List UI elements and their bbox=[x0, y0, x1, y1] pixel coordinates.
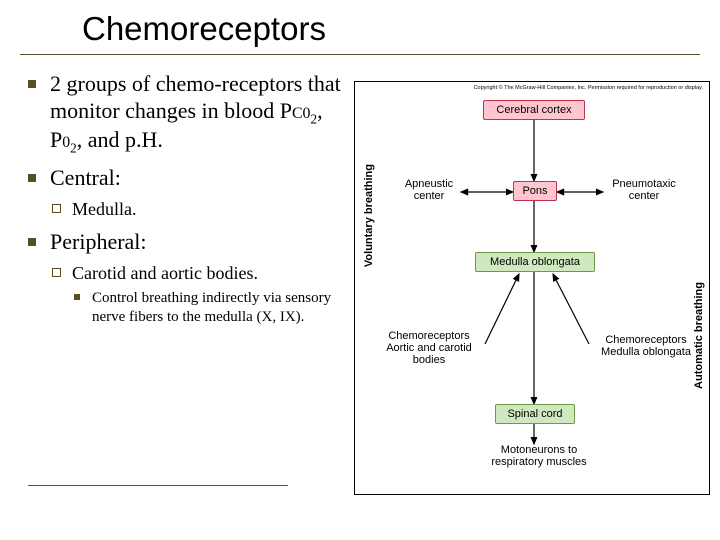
b2-text: Central: bbox=[50, 165, 121, 190]
vlabel-vol: Voluntary breathing bbox=[363, 164, 375, 267]
bullet-3a: Carotid and aortic bodies. Control breat… bbox=[50, 262, 346, 327]
bullet-3: Peripheral: Carotid and aortic bodies. C… bbox=[26, 229, 346, 327]
bottom-rule bbox=[28, 485, 288, 486]
node-moto: Motoneurons to respiratory muscles bbox=[479, 444, 599, 468]
slide-title: Chemoreceptors bbox=[82, 10, 660, 48]
b3a-text: Carotid and aortic bodies. bbox=[72, 263, 258, 283]
node-chemo2: Chemoreceptors Medulla oblongata bbox=[589, 334, 703, 358]
vlabel-auto: Automatic breathing bbox=[693, 282, 705, 389]
b1s2p: 0 bbox=[62, 134, 70, 151]
diagram-column: Copyright © The McGraw-Hill Companies, I… bbox=[350, 65, 714, 510]
b1s2n: 2 bbox=[70, 141, 77, 156]
b1end: , and p.H. bbox=[77, 127, 163, 152]
node-cortex: Cerebral cortex bbox=[483, 100, 585, 120]
node-chemo: Chemoreceptors Aortic and carotid bodies bbox=[373, 330, 485, 366]
bullet-1: 2 groups of chemo-receptors that monitor… bbox=[26, 71, 346, 157]
edge-4 bbox=[485, 274, 519, 344]
node-pons: Pons bbox=[513, 181, 557, 201]
diagram-lines bbox=[355, 82, 709, 494]
bullet-2: Central: Medulla. bbox=[26, 165, 346, 221]
anatomy-diagram: Copyright © The McGraw-Hill Companies, I… bbox=[354, 81, 710, 495]
node-apneu: Apneustic center bbox=[397, 178, 461, 202]
edge-5 bbox=[553, 274, 589, 344]
content-row: 2 groups of chemo-receptors that monitor… bbox=[0, 63, 720, 540]
node-spinal: Spinal cord bbox=[495, 404, 575, 424]
bullet-2a: Medulla. bbox=[50, 198, 346, 221]
copyright-text: Copyright © The McGraw-Hill Companies, I… bbox=[474, 85, 703, 91]
text-column: 2 groups of chemo-receptors that monitor… bbox=[26, 65, 346, 510]
b1s1p: C0 bbox=[292, 105, 310, 122]
b2a-text: Medulla. bbox=[72, 199, 137, 219]
b3-text: Peripheral: bbox=[50, 229, 147, 254]
bullet-3a1: Control breathing indirectly via sensory… bbox=[72, 289, 346, 327]
node-pneumo: Pneumotaxic center bbox=[603, 178, 685, 202]
node-medulla: Medulla oblongata bbox=[475, 252, 595, 272]
title-wrap: Chemoreceptors bbox=[20, 0, 700, 55]
b3a1-text: Control breathing indirectly via sensory… bbox=[92, 290, 331, 325]
